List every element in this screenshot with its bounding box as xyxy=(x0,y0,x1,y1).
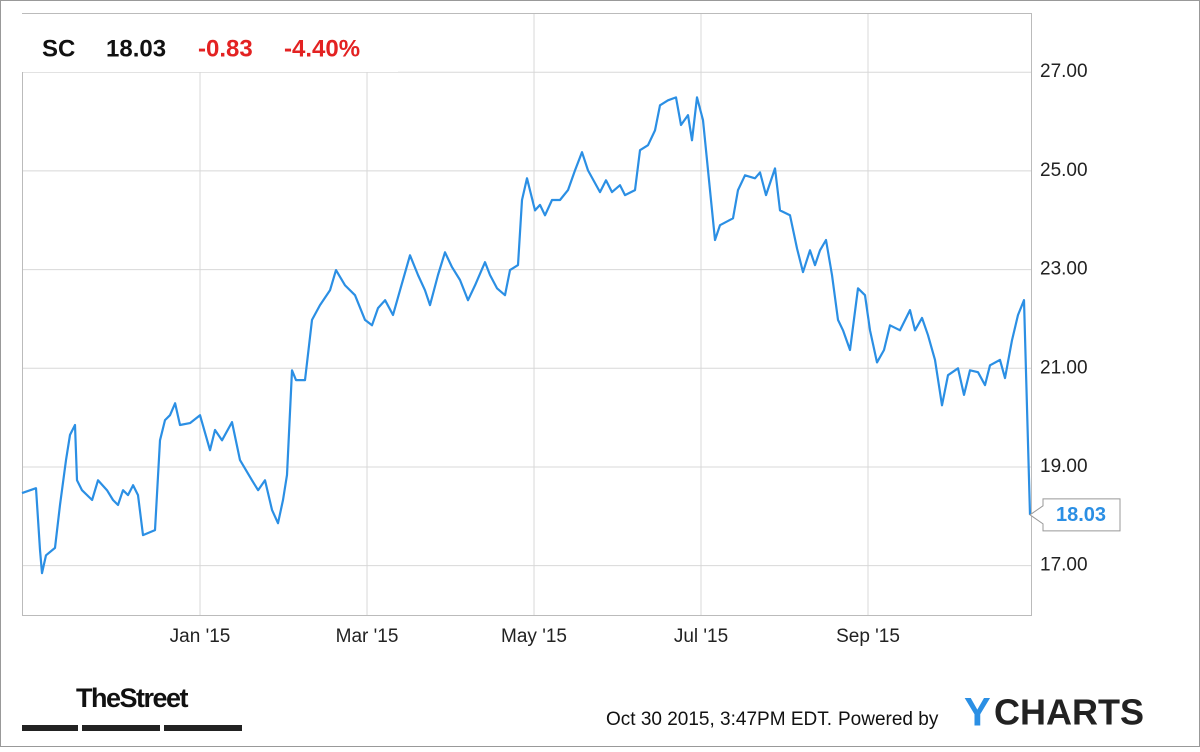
y-tick-label: 23.00 xyxy=(1040,259,1088,280)
x-tick-label: Sep '15 xyxy=(836,626,900,647)
last-value-label: 18.03 xyxy=(1056,504,1106,526)
x-tick-label: May '15 xyxy=(501,626,567,647)
change: -0.83 xyxy=(198,35,253,62)
symbol: SC xyxy=(42,35,75,62)
y-tick-label: 27.00 xyxy=(1040,61,1088,82)
brand-bar xyxy=(82,725,160,731)
x-tick-label: Jul '15 xyxy=(674,626,728,647)
change-pct: -4.40% xyxy=(284,35,360,62)
powered-by: Powered by xyxy=(838,709,939,730)
logo-text: CHARTS xyxy=(994,692,1144,733)
brand-bar xyxy=(164,725,242,731)
price: 18.03 xyxy=(106,35,166,62)
y-tick-label: 17.00 xyxy=(1040,555,1088,576)
last-value-box xyxy=(1029,498,1121,532)
y-tick-label: 21.00 xyxy=(1040,357,1088,378)
timestamp: Oct 30 2015, 3:47PM EDT. xyxy=(606,709,832,730)
logo-y: Y xyxy=(964,691,991,735)
price-line xyxy=(21,96,1032,575)
y-tick-label: 25.00 xyxy=(1040,160,1088,181)
brand: TheStreet xyxy=(76,683,189,713)
brand-bar xyxy=(22,725,78,731)
x-tick-label: Jan '15 xyxy=(170,626,231,647)
x-tick-label: Mar '15 xyxy=(336,626,399,647)
plot-border xyxy=(22,13,1032,616)
header-box xyxy=(22,14,398,72)
y-tick-label: 19.00 xyxy=(1040,456,1088,477)
